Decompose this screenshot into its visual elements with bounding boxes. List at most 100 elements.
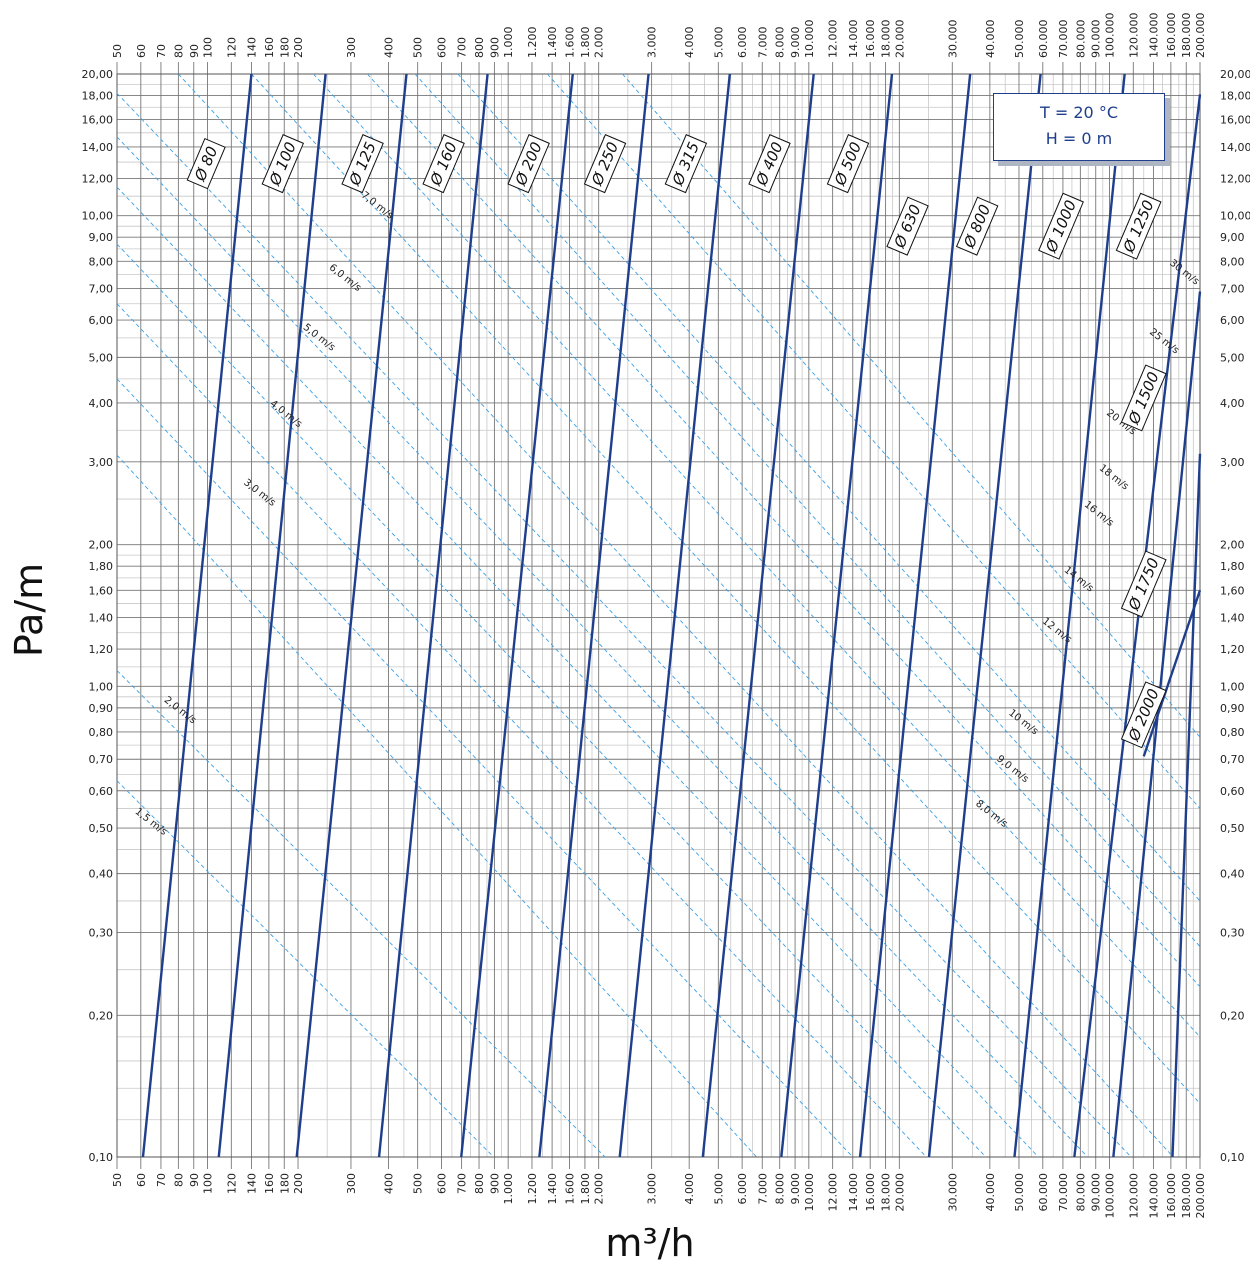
diameter-lines bbox=[141, 73, 1202, 1158]
x-tick-label-top: 120 bbox=[225, 37, 238, 58]
x-tick-label-top: 30.000 bbox=[946, 20, 959, 59]
y-tick-label-right: 0,10 bbox=[1220, 1151, 1245, 1164]
x-tick-label-top: 5.000 bbox=[712, 27, 725, 59]
x-tick-label-top: 1.200 bbox=[526, 27, 539, 59]
diameter-label-text: Ø 1000 bbox=[1042, 197, 1080, 255]
velocity-label: 18 m/s bbox=[1097, 463, 1131, 493]
x-tick-label-top: 70.000 bbox=[1057, 20, 1070, 59]
x-tick-label-top: 180 bbox=[278, 37, 291, 58]
x-tick-label-top: 16.000 bbox=[864, 20, 877, 59]
x-tick-label-bottom: 18.000 bbox=[880, 1173, 893, 1212]
y-tick-label-right: 1,20 bbox=[1220, 643, 1245, 656]
y-tick-label-right: 10,00 bbox=[1220, 210, 1250, 223]
x-tick-label-top: 18.000 bbox=[880, 20, 893, 59]
x-tick-label-top: 2.000 bbox=[593, 27, 606, 59]
velocity-line bbox=[116, 378, 854, 1158]
grid bbox=[116, 62, 1201, 1169]
x-tick-label-bottom: 800 bbox=[473, 1173, 486, 1194]
y-tick-label-left: 0,80 bbox=[89, 726, 114, 739]
velocity-line bbox=[547, 73, 1201, 809]
x-tick-label-bottom: 30.000 bbox=[946, 1173, 959, 1212]
x-tick-label-top: 80 bbox=[172, 44, 185, 58]
x-tick-label-bottom: 10.000 bbox=[803, 1173, 816, 1212]
diameter-label: Ø 1750 bbox=[1120, 550, 1167, 618]
diameter-label: Ø 100 bbox=[261, 134, 305, 194]
x-tick-label-top: 50.000 bbox=[1013, 20, 1026, 59]
x-tick-label-bottom: 500 bbox=[412, 1173, 425, 1194]
y-tick-label-right: 0,80 bbox=[1220, 726, 1245, 739]
diameter-line bbox=[1013, 73, 1126, 1158]
x-tick-label-top: 600 bbox=[435, 37, 448, 58]
x-tick-label-bottom: 70 bbox=[155, 1173, 168, 1187]
x-tick-label-top: 900 bbox=[488, 37, 501, 58]
x-tick-label-top: 8.000 bbox=[774, 27, 787, 59]
y-tick-label-left: 8,00 bbox=[89, 255, 114, 268]
velocity-label: 25 m/s bbox=[1147, 327, 1181, 357]
diameter-label: Ø 500 bbox=[826, 134, 870, 194]
y-tick-label-right: 3,00 bbox=[1220, 456, 1245, 469]
y-tick-label-right: 0,90 bbox=[1220, 702, 1245, 715]
diameter-line bbox=[701, 73, 815, 1158]
y-tick-label-right: 5,00 bbox=[1220, 351, 1245, 364]
x-tick-label-bottom: 900 bbox=[488, 1173, 501, 1194]
x-tick-label-top: 90 bbox=[188, 44, 201, 58]
y-tick-label-left: 7,00 bbox=[89, 283, 114, 296]
altitude-label: H = 0 m bbox=[1045, 129, 1113, 148]
velocity-label: 10 m/s bbox=[1006, 708, 1040, 738]
x-tick-label-bottom: 1.400 bbox=[546, 1173, 559, 1205]
x-tick-label-bottom: 50.000 bbox=[1013, 1173, 1026, 1212]
diameter-label: Ø 250 bbox=[583, 134, 627, 194]
y-tick-label-right: 1,80 bbox=[1220, 560, 1245, 573]
x-tick-label-top: 100.000 bbox=[1103, 13, 1116, 59]
diameter-label-box bbox=[886, 196, 929, 256]
x-tick-label-bottom: 90 bbox=[188, 1173, 201, 1187]
x-tick-label-bottom: 140.000 bbox=[1147, 1173, 1160, 1219]
x-tick-label-top: 400 bbox=[383, 37, 396, 58]
velocity-line bbox=[251, 73, 1201, 1104]
x-tick-label-top: 40.000 bbox=[984, 20, 997, 59]
diameter-label-box bbox=[664, 134, 708, 194]
y-tick-label-right: 2,00 bbox=[1220, 539, 1245, 552]
x-tick-label-bottom: 7.000 bbox=[756, 1173, 769, 1205]
x-tick-label-bottom: 300 bbox=[345, 1173, 358, 1194]
velocity-line bbox=[116, 454, 757, 1158]
velocity-label: 1,5 m/s bbox=[133, 806, 169, 838]
x-tick-label-bottom: 1.800 bbox=[579, 1173, 592, 1205]
temperature-label: T = 20 °C bbox=[1040, 103, 1118, 122]
x-tick-label-top: 800 bbox=[473, 37, 486, 58]
x-tick-label-bottom: 100 bbox=[202, 1173, 215, 1194]
x-tick-label-top: 90.000 bbox=[1090, 20, 1103, 59]
velocity-label: 30 m/s bbox=[1167, 258, 1201, 288]
diameter-line bbox=[460, 73, 574, 1158]
y-tick-label-right: 9,00 bbox=[1220, 231, 1245, 244]
x-tick-labels: 5050606070708080909010010012012014014016… bbox=[111, 13, 1207, 1219]
x-tick-label-bottom: 1.000 bbox=[502, 1173, 515, 1205]
diameter-label: Ø 1500 bbox=[1120, 364, 1167, 432]
x-tick-label-bottom: 90.000 bbox=[1090, 1173, 1103, 1212]
x-tick-label-top: 500 bbox=[412, 37, 425, 58]
diameter-label: Ø 125 bbox=[341, 134, 384, 194]
velocity-label: 16 m/s bbox=[1082, 499, 1116, 529]
velocity-label: 8,0 m/s bbox=[973, 798, 1009, 830]
y-tick-label-right: 0,60 bbox=[1220, 785, 1245, 798]
velocity-line bbox=[116, 670, 606, 1158]
y-tick-labels: 0,10 0,10 0,20 0,20 0,30 0,30 0,40 0,40 0,50 0,50… bbox=[82, 68, 1250, 1164]
y-tick-label-left: 12,00 bbox=[82, 172, 114, 185]
velocity-lines bbox=[116, 73, 1201, 1158]
y-tick-label-left: 14,00 bbox=[82, 141, 114, 154]
y-tick-label-left: 9,00 bbox=[89, 231, 114, 244]
y-tick-label-left: 4,00 bbox=[89, 397, 114, 410]
velocity-line bbox=[116, 243, 987, 1158]
x-tick-label-top: 100 bbox=[202, 37, 215, 58]
x-tick-label-top: 1.400 bbox=[546, 27, 559, 59]
velocity-label: 2,0 m/s bbox=[162, 695, 198, 727]
y-tick-label-left: 0,50 bbox=[89, 822, 114, 835]
x-tick-label-top: 12.000 bbox=[827, 20, 840, 59]
x-tick-label-bottom: 80 bbox=[172, 1173, 185, 1187]
y-tick-label-left: 1,20 bbox=[89, 643, 114, 656]
diameter-label-box bbox=[1120, 550, 1167, 618]
x-tick-label-top: 700 bbox=[456, 37, 469, 58]
x-tick-label-top: 180.000 bbox=[1180, 13, 1193, 59]
x-tick-label-bottom: 100.000 bbox=[1103, 1173, 1116, 1219]
x-tick-label-bottom: 20.000 bbox=[893, 1173, 906, 1212]
